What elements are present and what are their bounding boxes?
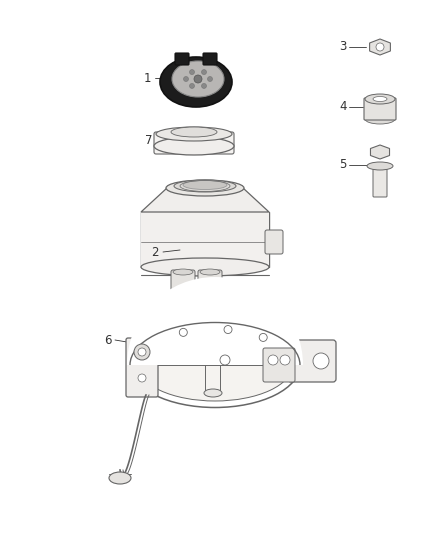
Circle shape — [313, 353, 329, 369]
Circle shape — [376, 43, 384, 51]
FancyBboxPatch shape — [373, 169, 387, 197]
Text: 7: 7 — [145, 133, 153, 147]
Ellipse shape — [373, 96, 387, 101]
Polygon shape — [141, 188, 269, 212]
Circle shape — [259, 334, 267, 342]
FancyBboxPatch shape — [175, 53, 189, 65]
Circle shape — [138, 348, 146, 356]
Ellipse shape — [172, 61, 224, 97]
Circle shape — [138, 374, 146, 382]
Circle shape — [190, 84, 194, 88]
Ellipse shape — [156, 127, 232, 141]
FancyBboxPatch shape — [203, 53, 217, 65]
Circle shape — [220, 355, 230, 365]
Circle shape — [190, 70, 194, 75]
Circle shape — [224, 326, 232, 334]
Circle shape — [134, 344, 150, 360]
Ellipse shape — [173, 269, 193, 275]
Ellipse shape — [154, 137, 234, 155]
FancyBboxPatch shape — [126, 338, 158, 397]
FancyBboxPatch shape — [198, 270, 222, 292]
Circle shape — [201, 70, 206, 75]
Text: 1: 1 — [143, 71, 151, 85]
Circle shape — [268, 355, 278, 365]
Ellipse shape — [166, 180, 244, 196]
Ellipse shape — [183, 181, 227, 190]
Ellipse shape — [138, 329, 293, 401]
Text: 3: 3 — [339, 41, 347, 53]
Ellipse shape — [367, 162, 393, 170]
Ellipse shape — [200, 269, 220, 275]
Wedge shape — [127, 277, 303, 365]
Circle shape — [194, 75, 202, 83]
Ellipse shape — [109, 472, 131, 484]
FancyBboxPatch shape — [288, 340, 336, 382]
FancyBboxPatch shape — [263, 348, 295, 382]
Circle shape — [201, 84, 206, 88]
Ellipse shape — [141, 258, 269, 276]
Circle shape — [208, 77, 212, 82]
Circle shape — [280, 355, 290, 365]
Text: 2: 2 — [151, 246, 159, 259]
Ellipse shape — [365, 94, 395, 104]
Text: 6: 6 — [104, 334, 112, 346]
Circle shape — [184, 77, 188, 82]
FancyBboxPatch shape — [265, 230, 283, 254]
Ellipse shape — [171, 127, 217, 137]
Text: 5: 5 — [339, 158, 347, 172]
Ellipse shape — [160, 57, 232, 107]
FancyBboxPatch shape — [141, 212, 269, 266]
Ellipse shape — [204, 389, 222, 397]
Text: 4: 4 — [339, 101, 347, 114]
Circle shape — [179, 328, 187, 336]
Polygon shape — [370, 39, 390, 55]
Ellipse shape — [174, 180, 236, 192]
FancyBboxPatch shape — [364, 98, 396, 120]
Polygon shape — [371, 145, 389, 159]
FancyBboxPatch shape — [171, 270, 195, 292]
Ellipse shape — [365, 114, 395, 124]
FancyBboxPatch shape — [154, 132, 234, 154]
